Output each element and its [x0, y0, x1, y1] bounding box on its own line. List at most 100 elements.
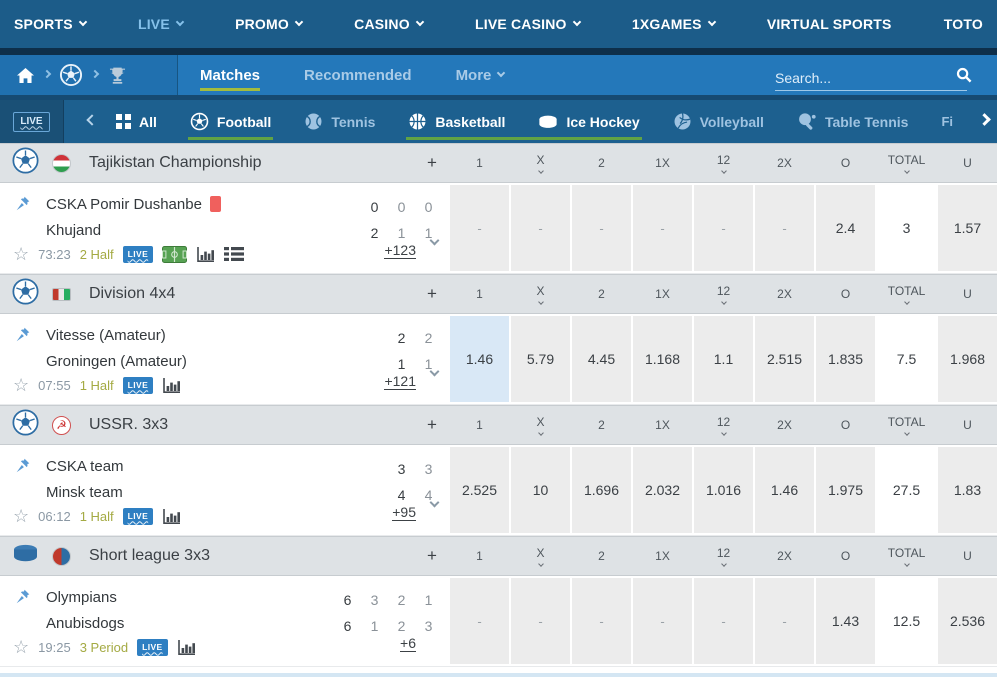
topnav-item-virtual-sports[interactable]: VIRTUAL SPORTS	[767, 16, 892, 32]
team2-name[interactable]: Khujand	[46, 222, 102, 239]
team1-name[interactable]: CSKA Pomir Dushanbe	[46, 192, 300, 218]
topnav-item-sports[interactable]: SPORTS	[14, 16, 88, 32]
sport-tab-volleyball[interactable]: Volleyball	[673, 100, 764, 143]
column-header-total[interactable]: TOTAL	[877, 537, 936, 575]
pin-icon[interactable]	[14, 457, 31, 479]
add-bet-column-button[interactable]: +	[427, 284, 437, 303]
odds-cell[interactable]: -	[694, 185, 753, 271]
odds-cell[interactable]: -	[450, 185, 509, 271]
tab-matches[interactable]: Matches	[200, 55, 261, 95]
expand-match-icon[interactable]	[429, 366, 440, 384]
odds-cell[interactable]: 1.696	[572, 447, 631, 533]
search-input[interactable]	[775, 69, 956, 86]
add-bet-column-button[interactable]: +	[427, 415, 437, 434]
odds-cell[interactable]: 1.975	[816, 447, 875, 533]
football-breadcrumb-icon[interactable]	[59, 63, 83, 87]
pin-icon[interactable]	[14, 195, 31, 217]
odds-cell[interactable]: 4.45	[572, 316, 631, 402]
odds-cell[interactable]: 1.168	[633, 316, 692, 402]
column-header-total[interactable]: TOTAL	[877, 144, 936, 182]
odds-cell[interactable]: 1.1	[694, 316, 753, 402]
sport-tab-ice-hockey[interactable]: Ice Hockey	[536, 100, 642, 143]
team1-name[interactable]: Vitesse (Amateur)	[46, 327, 166, 344]
sport-tab-tennis[interactable]: Tennis	[304, 100, 375, 143]
column-header-x[interactable]: X	[511, 406, 570, 444]
live-mode-badge[interactable]: LIVE	[13, 111, 50, 132]
more-bets-link[interactable]: +121	[384, 373, 416, 390]
odds-cell[interactable]: 1.968	[938, 316, 997, 402]
sport-tab-table-tennis[interactable]: Table Tennis	[797, 100, 908, 143]
sport-tab-overflow[interactable]: Fi	[941, 114, 954, 129]
more-bets-link[interactable]: +6	[400, 635, 416, 652]
odds-cell[interactable]: 3	[877, 185, 936, 271]
odds-cell[interactable]: 2.536	[938, 578, 997, 664]
column-header-12[interactable]: 12	[694, 406, 753, 444]
topnav-item-1xgames[interactable]: 1XGAMES	[632, 16, 716, 32]
sport-tab-football[interactable]: Football	[187, 100, 274, 143]
odds-cell[interactable]: -	[755, 185, 814, 271]
topnav-item-live-casino[interactable]: LIVE CASINO	[475, 16, 581, 32]
trophy-icon[interactable]	[107, 66, 128, 85]
odds-cell[interactable]: 1.46	[755, 447, 814, 533]
more-bets-link[interactable]: +95	[392, 504, 416, 521]
odds-cell[interactable]: -	[633, 185, 692, 271]
column-header-x[interactable]: X	[511, 537, 570, 575]
odds-cell[interactable]: -	[511, 578, 570, 664]
column-header-total[interactable]: TOTAL	[877, 406, 936, 444]
topnav-item-live[interactable]: LIVE	[138, 16, 185, 32]
odds-cell[interactable]: 7.5	[877, 316, 936, 402]
odds-cell[interactable]: 5.79	[511, 316, 570, 402]
tab-more[interactable]: More	[456, 55, 506, 95]
team2-name[interactable]: Groningen (Amateur)	[46, 353, 187, 370]
odds-cell[interactable]: 1.57	[938, 185, 997, 271]
odds-cell[interactable]: -	[755, 578, 814, 664]
odds-cell[interactable]: -	[633, 578, 692, 664]
odds-cell[interactable]: 1.46	[450, 316, 509, 402]
home-icon[interactable]	[16, 67, 35, 84]
odds-cell[interactable]: 10	[511, 447, 570, 533]
column-header-12[interactable]: 12	[694, 537, 753, 575]
search-icon[interactable]	[956, 67, 972, 88]
odds-cell[interactable]: 1.83	[938, 447, 997, 533]
odds-cell[interactable]: 2.032	[633, 447, 692, 533]
team1-name[interactable]: CSKA team	[46, 458, 124, 475]
expand-match-icon[interactable]	[429, 497, 440, 515]
column-header-total[interactable]: TOTAL	[877, 275, 936, 313]
more-bets-link[interactable]: +123	[384, 242, 416, 259]
favorite-star-icon[interactable]: ☆	[13, 375, 30, 395]
add-bet-column-button[interactable]: +	[427, 546, 437, 565]
odds-cell[interactable]: 1.43	[816, 578, 875, 664]
odds-cell[interactable]: -	[694, 578, 753, 664]
column-header-12[interactable]: 12	[694, 144, 753, 182]
expand-match-icon[interactable]	[429, 235, 440, 253]
pin-icon[interactable]	[14, 588, 31, 610]
team1-name[interactable]: Olympians	[46, 589, 117, 606]
favorite-star-icon[interactable]: ☆	[13, 637, 30, 657]
odds-cell[interactable]: 2.525	[450, 447, 509, 533]
add-bet-column-button[interactable]: +	[427, 153, 437, 172]
column-header-x[interactable]: X	[511, 144, 570, 182]
topnav-item-casino[interactable]: CASINO	[354, 16, 425, 32]
column-header-12[interactable]: 12	[694, 275, 753, 313]
sport-tab-all[interactable]: All	[116, 100, 157, 143]
team2-name[interactable]: Anubisdogs	[46, 615, 125, 632]
scroll-right-icon[interactable]	[978, 112, 991, 131]
tab-recommended[interactable]: Recommended	[304, 55, 412, 95]
team2-name[interactable]: Minsk team	[46, 484, 123, 501]
odds-cell[interactable]: 1.835	[816, 316, 875, 402]
odds-cell[interactable]: -	[511, 185, 570, 271]
odds-cell[interactable]: -	[572, 185, 631, 271]
odds-cell[interactable]: 27.5	[877, 447, 936, 533]
column-header-x[interactable]: X	[511, 275, 570, 313]
scroll-left-icon[interactable]	[86, 113, 98, 131]
topnav-item-toto[interactable]: TOTO	[944, 16, 983, 32]
favorite-star-icon[interactable]: ☆	[13, 506, 30, 526]
odds-cell[interactable]: 2.4	[816, 185, 875, 271]
favorite-star-icon[interactable]: ☆	[13, 244, 30, 264]
sport-tab-basketball[interactable]: Basketball	[406, 100, 542, 143]
pin-icon[interactable]	[14, 326, 31, 348]
odds-cell[interactable]: 1.016	[694, 447, 753, 533]
odds-cell[interactable]: -	[450, 578, 509, 664]
odds-cell[interactable]: 12.5	[877, 578, 936, 664]
topnav-item-promo[interactable]: PROMO	[235, 16, 304, 32]
